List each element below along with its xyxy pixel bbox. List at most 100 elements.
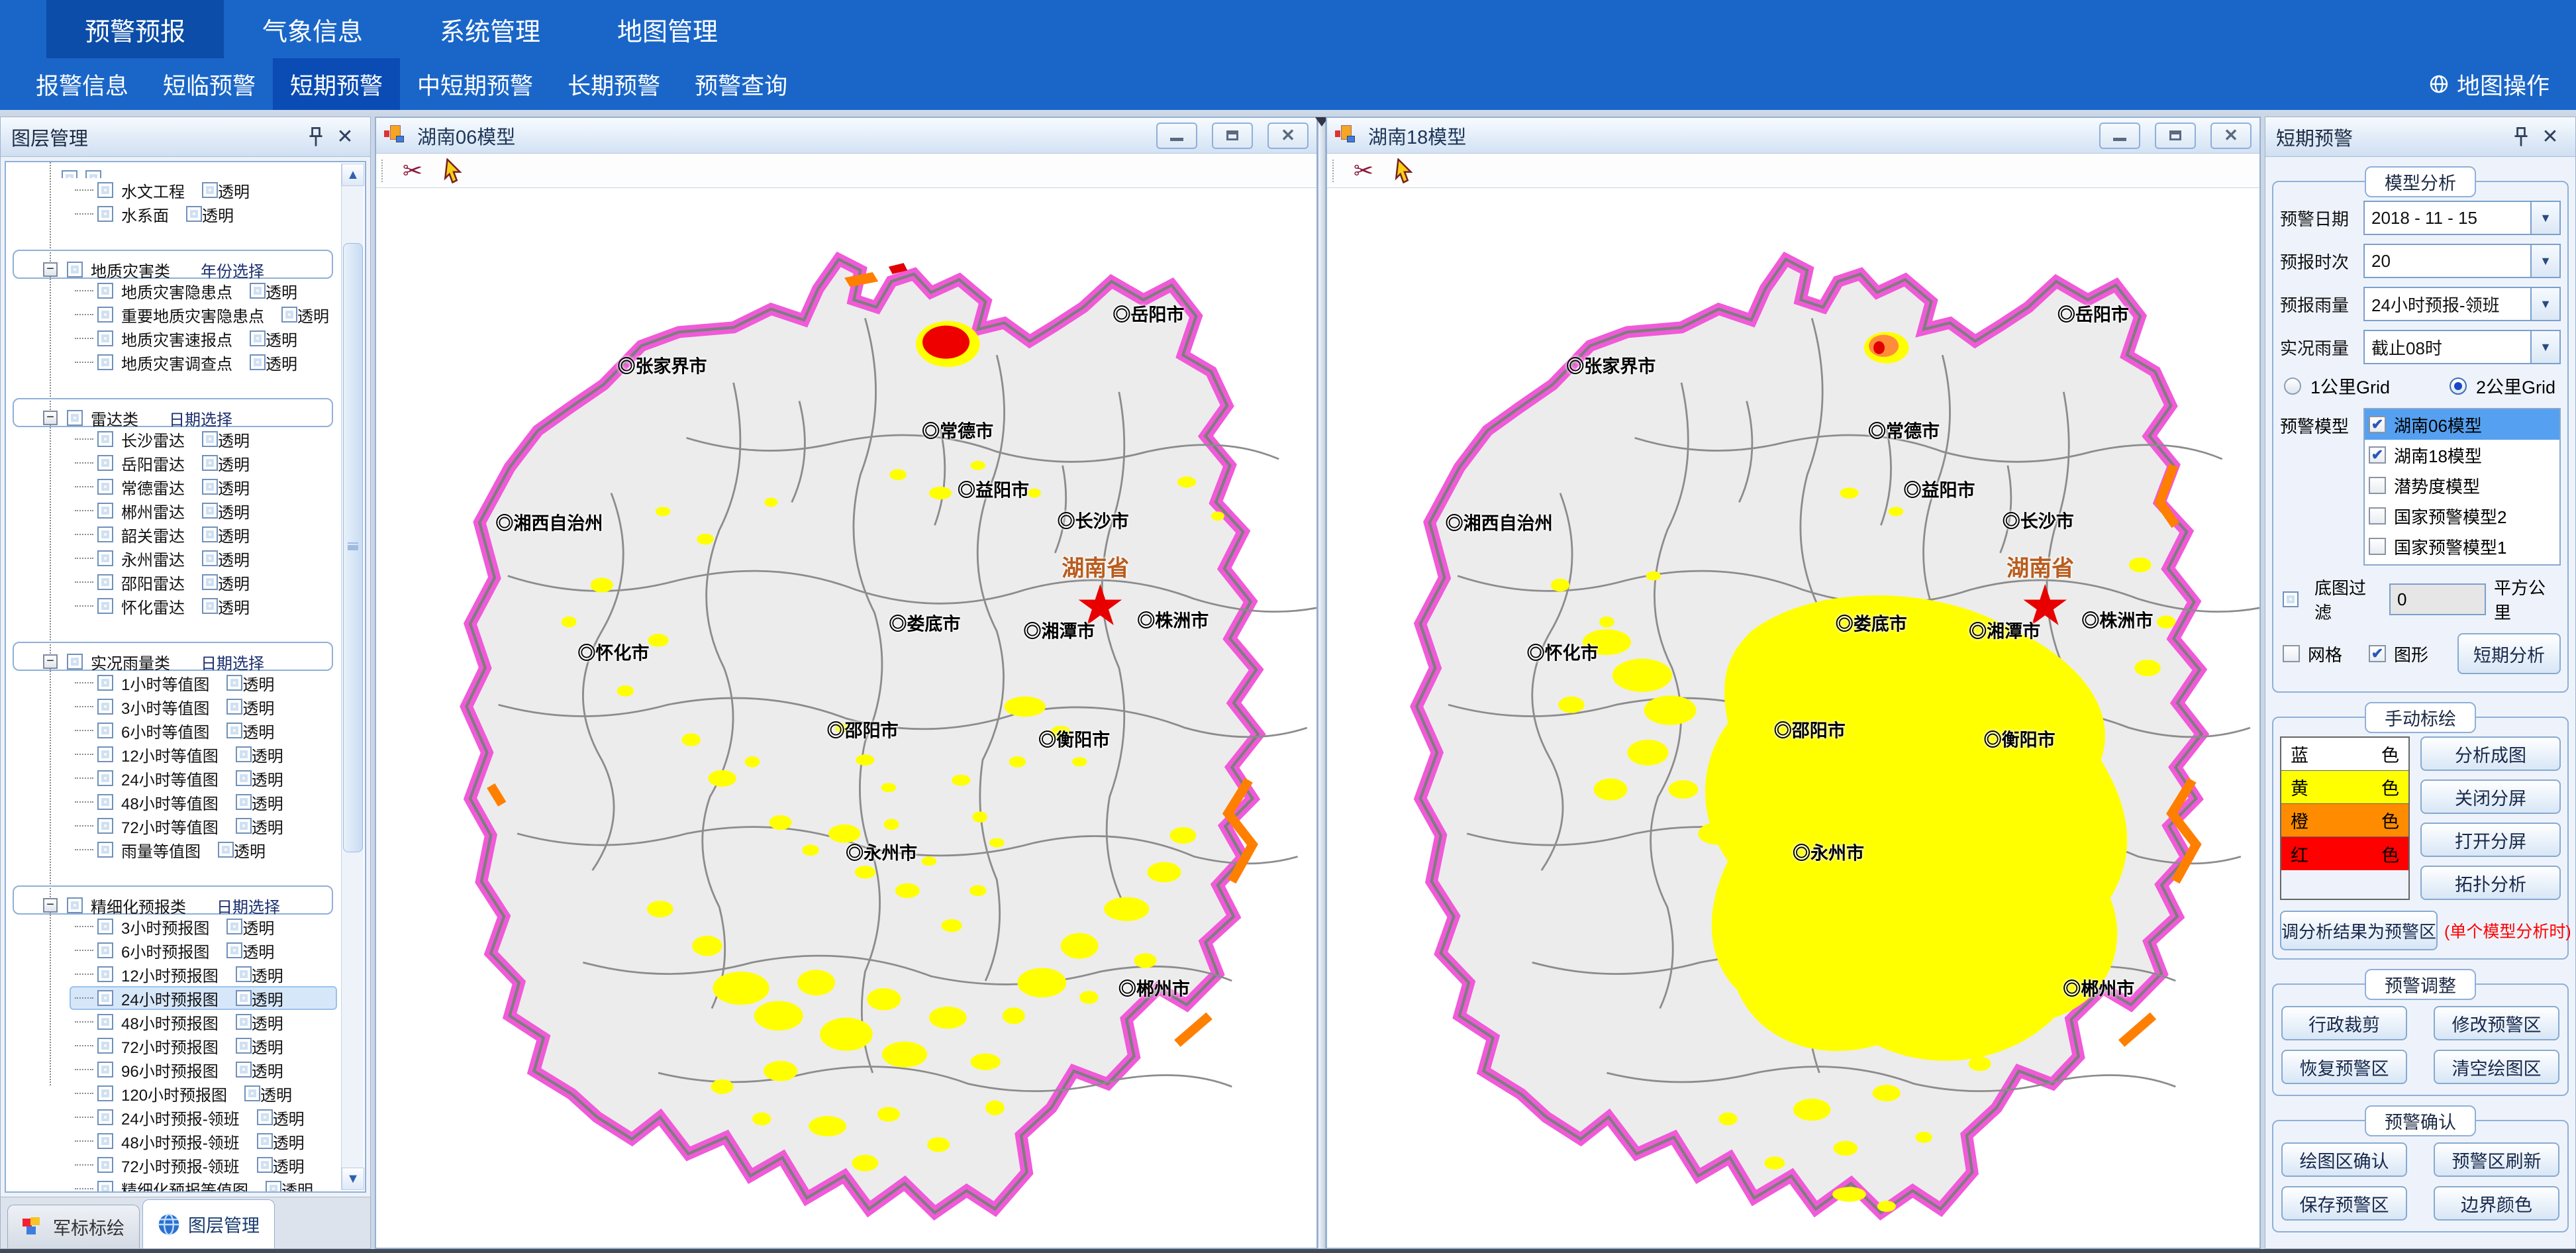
tree-layer-row[interactable]: 地质灾害速报点 透明 [6, 326, 340, 350]
select-tool-icon[interactable] [1387, 156, 1422, 185]
submenu-item[interactable]: 中短期预警 [417, 73, 534, 99]
layer-checkbox[interactable] [67, 410, 83, 426]
layer-checkbox[interactable] [97, 1062, 113, 1078]
tree-layer-row[interactable]: 怀化雷达 透明 [6, 594, 340, 618]
transparency-checkbox[interactable] [202, 574, 218, 590]
transparency-checkbox[interactable] [250, 330, 266, 346]
map-canvas[interactable]: ◎岳阳市 ◎张家界市 ◎常德市 ◎益阳市 ◎湘西自治州 ◎长沙市 湖南省 ★ ◎湘潭市 ◎株洲市 ◎… [1327, 189, 2259, 1248]
transparency-checkbox[interactable] [235, 794, 252, 810]
color-row[interactable]: 蓝色 [2281, 738, 2408, 771]
tree-row-clipped[interactable] [6, 164, 340, 178]
model-list-item[interactable]: ✔ 湖南06模型 [2365, 409, 2559, 440]
layer-checkbox[interactable] [97, 699, 113, 715]
date-select-link[interactable]: 日期选择 [169, 411, 232, 429]
warning-confirm-button[interactable]: 保存预警区 [2281, 1186, 2407, 1221]
submenu-item[interactable]: 长期预警 [568, 73, 661, 99]
tree-layer-row[interactable]: 1小时等值图 透明 [6, 671, 340, 695]
tree-layer-row[interactable]: 韶关雷达 透明 [6, 523, 340, 546]
model-checkbox[interactable]: ✔ [2369, 416, 2386, 433]
layer-checkbox[interactable] [97, 503, 113, 519]
manual-plot-button[interactable]: 关闭分屏 [2420, 779, 2561, 814]
model-list-item[interactable]: 国家预警模型1 [2365, 531, 2559, 562]
model-list-item[interactable]: 国家预警模型2 [2365, 501, 2559, 531]
field-combobox[interactable]: 2018 - 11 - 15 ▼ [2363, 201, 2561, 235]
layer-checkbox[interactable] [97, 675, 113, 691]
tree-group-row[interactable]: − 精细化预报类 日期选择 [13, 885, 333, 917]
layer-checkbox[interactable] [97, 526, 113, 542]
transparency-checkbox[interactable] [202, 503, 218, 519]
layer-checkbox[interactable] [97, 206, 113, 222]
tree-layer-row[interactable]: 永州雷达 透明 [6, 546, 340, 570]
map-canvas[interactable]: ◎岳阳市 ◎张家界市 ◎常德市 ◎益阳市 ◎湘西自治州 ◎长沙市 湖南省 ★ ◎湘潭市 ◎株洲市 ◎… [376, 189, 1316, 1248]
transparency-checkbox[interactable] [202, 182, 218, 198]
select-tool-icon[interactable] [436, 156, 471, 185]
warning-model-list[interactable]: ✔ 湖南06模型 ✔ 湖南18模型 潜势度模型 国家预警模型2 国家预警模型1 [2363, 408, 2561, 566]
window-splitter[interactable] [1315, 117, 1328, 1249]
grid-radio-option[interactable]: 1公里Grid [2284, 373, 2390, 399]
restore-button[interactable] [1212, 122, 1253, 149]
layer-checkbox[interactable] [67, 654, 83, 670]
transparency-checkbox[interactable] [281, 307, 297, 323]
transparency-checkbox[interactable] [226, 919, 243, 934]
map-operation-menu[interactable]: 地图操作 [2429, 58, 2576, 110]
scroll-down-icon[interactable]: ▼ [342, 1168, 364, 1190]
submenu-item[interactable]: 报警信息 [36, 73, 129, 99]
tree-scrollbar[interactable]: ▲ ▼ [341, 164, 364, 1190]
layer-checkbox[interactable] [97, 1038, 113, 1054]
grid-radio-option[interactable]: 2公里Grid [2450, 373, 2555, 399]
layer-checkbox[interactable] [97, 431, 113, 447]
tree-layer-row[interactable]: 水系面 透明 [6, 202, 340, 226]
transparency-checkbox[interactable] [202, 455, 218, 471]
tree-layer-row[interactable]: 岳阳雷达 透明 [6, 451, 340, 475]
pin-icon[interactable] [301, 124, 330, 150]
clip-tool-icon[interactable]: ✂ [1353, 156, 1374, 184]
manual-plot-button[interactable]: 打开分屏 [2420, 823, 2561, 857]
close-button[interactable]: ✕ [1267, 122, 1309, 149]
transparency-checkbox[interactable] [250, 283, 266, 299]
transparency-checkbox[interactable] [244, 1085, 261, 1101]
transparency-checkbox[interactable] [235, 966, 252, 982]
model-list-item[interactable]: ✔ 湖南18模型 [2365, 440, 2559, 470]
transparency-checkbox[interactable] [235, 770, 252, 786]
transparency-checkbox[interactable] [186, 206, 202, 222]
tree-layer-row[interactable]: 6小时等值图 透明 [6, 719, 340, 742]
map-window-titlebar[interactable]: 湖南18模型 ✕ [1327, 118, 2259, 154]
tree-layer-row[interactable]: 72小时预报图 透明 [6, 1034, 340, 1058]
tree-group-row[interactable]: − 地质灾害类 年份选择 [13, 250, 333, 281]
tree-layer-row[interactable]: 72小时预报-领班 透明 [6, 1153, 340, 1177]
tree-layer-row[interactable]: 48小时预报-领班 透明 [6, 1129, 340, 1153]
layer-checkbox[interactable] [97, 330, 113, 346]
color-row[interactable]: 橙色 [2281, 804, 2408, 837]
tree-layer-row[interactable]: 常德雷达 透明 [6, 475, 340, 499]
layer-checkbox[interactable] [97, 966, 113, 982]
toolbar-grip[interactable] [381, 159, 385, 182]
layer-checkbox[interactable] [67, 897, 83, 913]
restore-button[interactable] [2155, 122, 2196, 149]
tree-layer-row[interactable]: 96小时预报图 透明 [6, 1058, 340, 1081]
layer-checkbox[interactable] [97, 1085, 113, 1101]
tree-layer-row[interactable]: 郴州雷达 透明 [6, 499, 340, 523]
manual-plot-button[interactable]: 拓扑分析 [2420, 866, 2561, 900]
transparency-checkbox[interactable] [256, 1133, 273, 1149]
layer-checkbox[interactable] [97, 1014, 113, 1030]
layer-checkbox[interactable] [97, 550, 113, 566]
date-select-link[interactable]: 日期选择 [217, 898, 280, 917]
warning-adjust-button[interactable]: 恢复预警区 [2281, 1050, 2407, 1084]
layer-checkbox[interactable] [97, 746, 113, 762]
layer-checkbox[interactable] [97, 990, 113, 1006]
model-checkbox[interactable] [2369, 477, 2386, 494]
menu-item[interactable]: 预警预报 [46, 0, 224, 58]
color-row[interactable]: 红色 [2281, 837, 2408, 870]
field-combobox[interactable]: 截止08时 ▼ [2363, 330, 2561, 364]
menu-item[interactable]: 系统管理 [440, 18, 541, 46]
transparency-checkbox[interactable] [250, 354, 266, 370]
collapse-icon[interactable]: − [43, 654, 58, 669]
layer-checkbox[interactable] [97, 794, 113, 810]
layer-checkbox[interactable] [97, 574, 113, 590]
layer-checkbox[interactable] [97, 598, 113, 614]
layer-checkbox[interactable] [97, 1133, 113, 1149]
transparency-checkbox[interactable] [202, 431, 218, 447]
layer-checkbox[interactable] [97, 307, 113, 323]
layer-checkbox[interactable] [62, 170, 77, 178]
tree-layer-row[interactable]: 72小时等值图 透明 [6, 814, 340, 838]
